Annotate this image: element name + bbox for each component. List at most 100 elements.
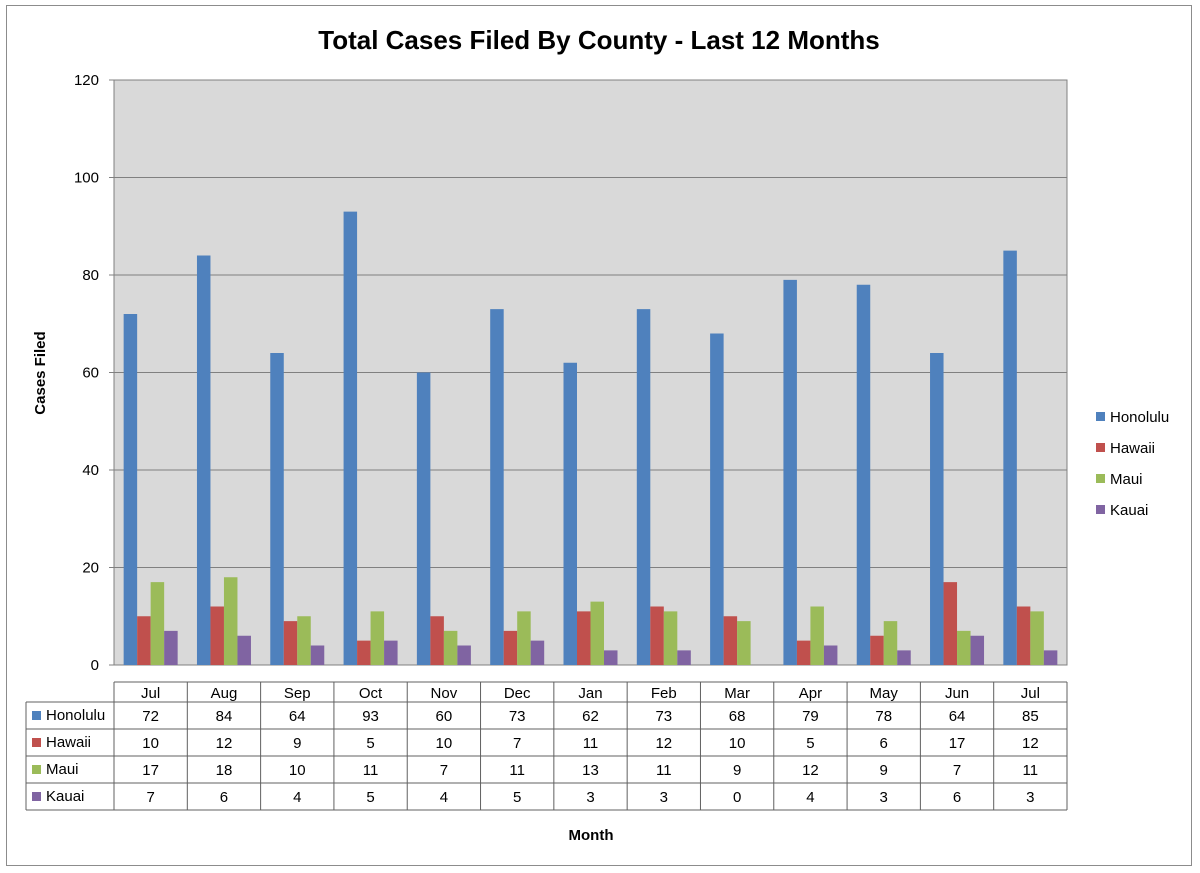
bar-kauai-10 xyxy=(897,650,911,665)
table-cell: 72 xyxy=(142,708,159,725)
bar-honolulu-2 xyxy=(270,353,284,665)
bar-maui-5 xyxy=(517,611,531,665)
table-row-label: Honolulu xyxy=(46,707,105,724)
bar-maui-6 xyxy=(590,601,604,665)
bar-kauai-4 xyxy=(457,645,471,665)
bar-honolulu-7 xyxy=(636,309,651,665)
table-cell: 18 xyxy=(216,762,233,779)
table-key-maui xyxy=(32,765,41,774)
table-cell: 9 xyxy=(733,762,741,779)
bar-honolulu-12 xyxy=(1003,250,1017,665)
table-cell: 7 xyxy=(146,789,154,806)
table-cell: 3 xyxy=(660,789,668,806)
table-cell: 11 xyxy=(656,762,672,779)
table-cell: 5 xyxy=(366,735,374,752)
table-cell: 7 xyxy=(440,762,448,779)
y-tick-label: 100 xyxy=(74,170,99,187)
table-cell: 3 xyxy=(880,789,888,806)
bar-kauai-2 xyxy=(310,645,325,665)
bar-hawaii-11 xyxy=(943,582,958,665)
bar-maui-1 xyxy=(223,577,238,665)
table-cell: 4 xyxy=(806,789,814,806)
table-header-aug: Aug xyxy=(211,685,238,702)
table-cell: 62 xyxy=(582,708,599,725)
table-cell: 6 xyxy=(880,735,888,752)
table-cell: 64 xyxy=(289,708,306,725)
table-key-hawaii xyxy=(32,738,41,747)
table-cell: 84 xyxy=(216,708,233,725)
bar-hawaii-12 xyxy=(1016,606,1031,665)
table-cell: 73 xyxy=(655,708,672,725)
table-cell: 5 xyxy=(513,789,521,806)
bar-hawaii-5 xyxy=(503,630,518,665)
bar-maui-11 xyxy=(957,630,971,665)
table-cell: 7 xyxy=(953,762,961,779)
bar-maui-9 xyxy=(810,606,824,665)
y-tick-label: 40 xyxy=(82,462,99,479)
table-cell: 79 xyxy=(802,708,819,725)
table-cell: 11 xyxy=(509,762,525,779)
y-tick-label: 60 xyxy=(82,365,99,382)
bar-hawaii-9 xyxy=(796,640,811,665)
legend-label-honolulu: Honolulu xyxy=(1110,409,1169,426)
bar-honolulu-1 xyxy=(196,255,211,665)
table-header-dec: Dec xyxy=(504,685,531,702)
table-header-sep: Sep xyxy=(284,685,311,702)
bar-honolulu-11 xyxy=(930,353,944,665)
legend-label-kauai: Kauai xyxy=(1110,502,1148,519)
table-cell: 11 xyxy=(363,762,379,779)
table-cell: 9 xyxy=(880,762,888,779)
bar-kauai-0 xyxy=(164,630,178,665)
bar-kauai-11 xyxy=(970,635,985,665)
table-cell: 85 xyxy=(1022,708,1039,725)
table-cell: 4 xyxy=(440,789,448,806)
table-cell: 11 xyxy=(583,735,599,752)
bar-hawaii-1 xyxy=(210,606,224,665)
table-cell: 3 xyxy=(1026,789,1034,806)
table-cell: 11 xyxy=(1023,762,1039,779)
y-tick-label: 120 xyxy=(74,72,99,89)
table-key-honolulu xyxy=(32,711,41,720)
bar-honolulu-8 xyxy=(710,333,724,665)
bar-kauai-12 xyxy=(1043,650,1058,665)
chart-title: Total Cases Filed By County - Last 12 Mo… xyxy=(318,25,880,55)
table-cell: 12 xyxy=(655,735,672,752)
table-cell: 13 xyxy=(582,762,599,779)
bar-hawaii-3 xyxy=(357,640,371,665)
table-header-feb: Feb xyxy=(651,685,677,702)
y-tick-label: 20 xyxy=(82,560,99,577)
table-cell: 93 xyxy=(362,708,379,725)
table-cell: 12 xyxy=(802,762,819,779)
table-header-mar: Mar xyxy=(724,685,750,702)
bar-kauai-7 xyxy=(677,650,691,665)
bar-hawaii-4 xyxy=(430,616,444,665)
table-header-apr: Apr xyxy=(799,685,822,702)
table-cell: 5 xyxy=(366,789,374,806)
table-cell: 73 xyxy=(509,708,526,725)
bar-hawaii-7 xyxy=(650,606,664,665)
table-cell: 5 xyxy=(806,735,814,752)
table-header-nov: Nov xyxy=(431,685,458,702)
y-tick-label: 80 xyxy=(82,267,99,284)
bar-kauai-3 xyxy=(384,640,398,665)
table-cell: 12 xyxy=(1022,735,1039,752)
bar-honolulu-5 xyxy=(490,309,504,665)
table-cell: 0 xyxy=(733,789,741,806)
bar-honolulu-10 xyxy=(856,284,871,665)
table-cell: 10 xyxy=(729,735,746,752)
legend-key-honolulu xyxy=(1096,412,1105,421)
bar-kauai-9 xyxy=(823,645,838,665)
bar-honolulu-0 xyxy=(123,314,138,665)
table-header-jun: Jun xyxy=(945,685,969,702)
bar-honolulu-3 xyxy=(343,211,358,665)
bar-maui-0 xyxy=(150,582,165,665)
legend-key-maui xyxy=(1096,474,1105,483)
table-cell: 6 xyxy=(953,789,961,806)
table-cell: 78 xyxy=(875,708,892,725)
table-cell: 60 xyxy=(436,708,453,725)
table-cell: 4 xyxy=(293,789,301,806)
bar-honolulu-9 xyxy=(783,279,797,665)
bar-maui-2 xyxy=(297,616,311,665)
table-cell: 10 xyxy=(436,735,453,752)
